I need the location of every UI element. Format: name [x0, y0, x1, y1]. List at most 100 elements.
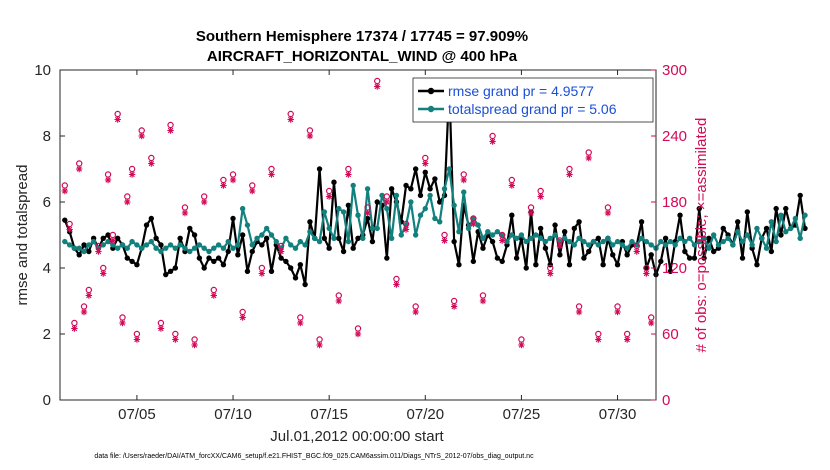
- series-point-totalspread-151: [787, 225, 794, 232]
- series-point-rmse-63: [364, 215, 371, 222]
- series-point-rmse-32: [215, 255, 222, 261]
- chart-subtitle: AIRCRAFT_HORIZONTAL_WIND @ 400 hPa: [207, 48, 518, 65]
- obs-assimilated-point-60: [566, 171, 573, 178]
- series-point-totalspread-43: [268, 232, 275, 238]
- obs-assimilated-point-38: [354, 330, 362, 338]
- obs-assimilated-point-1: [66, 226, 73, 233]
- series-point-rmse-48: [292, 275, 299, 281]
- series-point-totalspread-48: [292, 245, 299, 251]
- obs-assimilated-point-5: [85, 292, 93, 299]
- series-point-rmse-73: [412, 166, 419, 172]
- obs-assimilated-point-66: [623, 336, 631, 343]
- series-point-totalspread-41: [259, 232, 265, 238]
- obs-assimilated-point-47: [441, 237, 448, 244]
- series-point-totalspread-56: [331, 235, 337, 241]
- y-right-tick-label-4: 240: [662, 128, 687, 145]
- legend: rmse grand pr = 4.9577 totalspread grand…: [412, 77, 654, 123]
- series-point-totalspread-149: [778, 212, 784, 218]
- series-point-totalspread-126: [667, 238, 674, 245]
- y-tick-label-4: 8: [43, 128, 51, 145]
- series-point-totalspread-100: [542, 238, 549, 245]
- obs-assimilated-point-62: [585, 154, 592, 162]
- series-point-rmse-131: [691, 255, 698, 261]
- series-point-totalspread-117: [624, 245, 630, 251]
- series-point-totalspread-67: [384, 205, 390, 212]
- series-point-totalspread-44: [273, 238, 279, 245]
- series-point-rmse-35: [230, 215, 236, 222]
- obs-assimilated-point-25: [229, 176, 237, 184]
- series-point-rmse-121: [643, 265, 650, 271]
- x-tick-label-5: 07/30: [599, 406, 637, 423]
- y-right-tick-label-5: 300: [662, 62, 687, 79]
- y-right-tick-label-2: 120: [662, 260, 687, 277]
- obs-assimilated-point-36: [335, 297, 342, 305]
- series-point-totalspread-62: [360, 235, 366, 241]
- series-point-rmse-142: [744, 209, 751, 215]
- obs-assimilated-point-9: [109, 237, 117, 244]
- series-point-totalspread-98: [533, 232, 539, 238]
- obs-assimilated-point-33: [306, 132, 314, 140]
- series-point-totalspread-59: [345, 238, 352, 245]
- series-point-rmse-130: [686, 255, 693, 261]
- series-point-totalspread-147: [768, 219, 775, 225]
- series-point-totalspread-22: [167, 242, 174, 248]
- series-point-rmse-45: [278, 255, 284, 261]
- series-point-totalspread-145: [759, 235, 765, 241]
- series-point-totalspread-89: [489, 232, 496, 238]
- series-point-rmse-53: [316, 166, 323, 172]
- obs-assimilated-point-20: [181, 209, 189, 217]
- series-point-totalspread-97: [528, 235, 534, 241]
- series-point-rmse-104: [561, 229, 568, 235]
- series-point-rmse-19: [153, 235, 159, 241]
- obs-assimilated-point-63: [595, 336, 602, 343]
- series-point-totalspread-150: [783, 229, 789, 235]
- series-point-rmse-18: [148, 215, 155, 222]
- obs-assimilated-point-45: [422, 160, 429, 167]
- series-point-totalspread-131: [691, 242, 698, 248]
- series-point-rmse-61: [355, 235, 361, 241]
- series-point-totalspread-5: [86, 242, 92, 248]
- series-point-totalspread-134: [706, 245, 712, 251]
- series-point-rmse-0: [62, 217, 68, 223]
- series-point-rmse-148: [773, 205, 779, 212]
- series-point-rmse-14: [129, 258, 135, 265]
- series-point-totalspread-8: [100, 242, 106, 248]
- series-point-rmse-55: [326, 245, 332, 251]
- series-point-rmse-4: [81, 242, 87, 248]
- series-point-totalspread-42: [263, 225, 270, 232]
- series-point-rmse-67: [384, 255, 390, 261]
- obs-assimilated-point-29: [268, 171, 275, 178]
- series-point-rmse-54: [321, 235, 328, 241]
- series-point-totalspread-125: [662, 242, 669, 248]
- series-point-totalspread-141: [739, 238, 746, 245]
- obs-assimilated-point-35: [325, 193, 333, 200]
- series-point-totalspread-102: [552, 232, 558, 238]
- y-right-tick-label-3: 180: [662, 194, 687, 211]
- obs-assimilated-point-52: [489, 138, 496, 145]
- series-point-totalspread-64: [369, 225, 376, 232]
- series-point-totalspread-105: [566, 238, 573, 245]
- series-point-totalspread-65: [374, 225, 380, 232]
- series-point-rmse-90: [494, 255, 501, 261]
- x-tick-label-3: 07/20: [407, 406, 445, 423]
- obs-assimilated-point-61: [575, 308, 583, 316]
- series-point-totalspread-20: [158, 248, 164, 255]
- y-axis-label: rmse and totalspread: [14, 165, 31, 306]
- series-point-rmse-120: [638, 219, 645, 225]
- series-point-rmse-150: [783, 205, 789, 212]
- obs-assimilated-point-6: [95, 248, 102, 255]
- obs-assimilated-point-56: [527, 209, 535, 217]
- series-point-rmse-21: [163, 271, 169, 278]
- series-point-rmse-3: [76, 252, 82, 258]
- series-point-rmse-99: [537, 225, 544, 232]
- series-point-rmse-112: [600, 262, 606, 268]
- series-point-rmse-56: [331, 179, 337, 185]
- series-point-rmse-94: [513, 255, 520, 261]
- obs-assimilated-point-59: [556, 242, 564, 250]
- series-point-totalspread-69: [393, 192, 400, 199]
- obs-assimilated-point-32: [297, 319, 304, 327]
- series-point-rmse-135: [710, 248, 717, 255]
- series-point-totalspread-1: [66, 242, 73, 248]
- series-point-totalspread-81: [451, 202, 457, 208]
- series-point-totalspread-16: [139, 245, 145, 251]
